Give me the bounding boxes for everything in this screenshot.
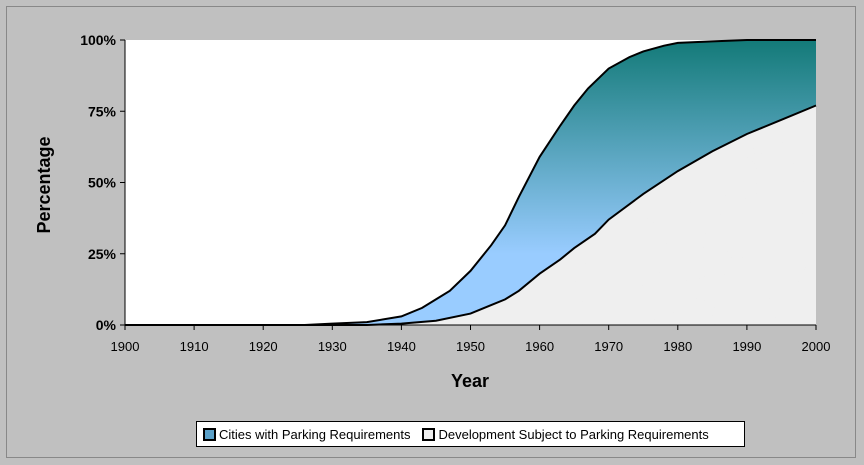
legend-swatch-development xyxy=(422,427,436,441)
x-tick-label: 1920 xyxy=(249,339,278,354)
x-tick-label: 1930 xyxy=(318,339,347,354)
x-tick-label: 1960 xyxy=(525,339,554,354)
legend-label-development: Development Subject to Parking Requireme… xyxy=(438,426,709,442)
y-tick-label: 0% xyxy=(96,317,117,333)
y-tick-label: 75% xyxy=(88,103,117,119)
line-cities xyxy=(125,39,816,326)
x-tick-label: 1910 xyxy=(180,339,209,354)
area-texture-development xyxy=(125,105,816,325)
x-tick-label: 2000 xyxy=(802,339,831,354)
y-tick-label: 100% xyxy=(80,32,116,48)
x-tick-label: 1980 xyxy=(663,339,692,354)
legend-swatch-cities xyxy=(203,427,216,441)
x-axis-label: Year xyxy=(451,371,489,391)
chart-frame xyxy=(6,6,856,458)
x-tick-label: 1990 xyxy=(732,339,761,354)
x-tick-label: 1950 xyxy=(456,339,485,354)
line-development xyxy=(125,104,817,326)
x-tick-label: 1900 xyxy=(111,339,140,354)
y-tick-label: 25% xyxy=(88,246,117,262)
legend-item-development: Development Subject to Parking Requireme… xyxy=(422,426,709,442)
y-axis-label: Percentage xyxy=(34,136,54,233)
y-tick-label: 50% xyxy=(88,175,117,191)
x-tick-label: 1940 xyxy=(387,339,416,354)
x-tick-label: 1970 xyxy=(594,339,623,354)
legend-label-cities: Cities with Parking Requirements xyxy=(219,426,411,442)
legend-item-cities: Cities with Parking Requirements xyxy=(203,427,410,442)
legend: Cities with Parking Requirements Develop… xyxy=(196,421,745,447)
